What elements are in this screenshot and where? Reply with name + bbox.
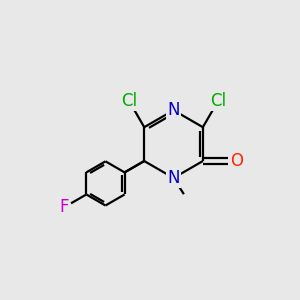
Text: N: N: [167, 169, 180, 187]
Text: F: F: [59, 198, 69, 216]
Text: Cl: Cl: [210, 92, 226, 110]
Text: N: N: [167, 101, 180, 119]
Text: O: O: [230, 152, 243, 170]
Text: Cl: Cl: [121, 92, 137, 110]
